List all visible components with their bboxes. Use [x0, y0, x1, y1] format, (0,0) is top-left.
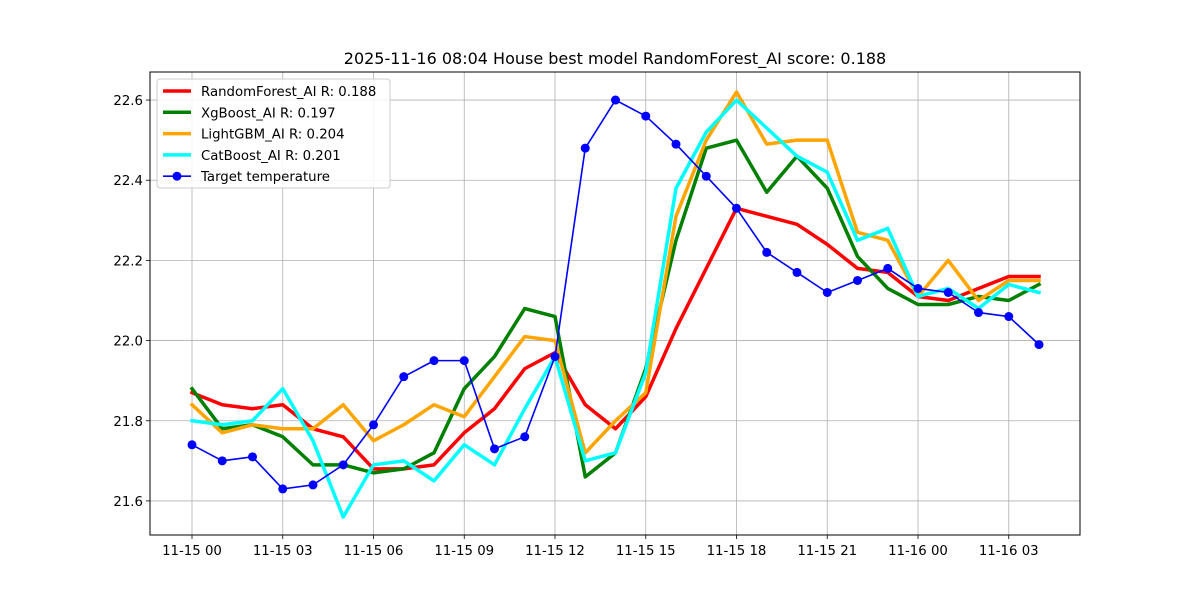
legend-box: [156, 78, 391, 189]
x-tick-label: 11-15 03: [253, 544, 313, 559]
series-2: [189, 90, 1041, 455]
data-point: [369, 420, 378, 430]
data-point: [399, 372, 409, 382]
series-0: [189, 206, 1041, 471]
data-point: [308, 480, 318, 490]
x-tick-label: 11-15 18: [707, 544, 767, 559]
legend-item: Target temperature: [163, 170, 330, 185]
data-point: [429, 356, 439, 366]
y-tick-label: 22.0: [113, 335, 143, 350]
data-point: [1034, 340, 1044, 350]
data-point: [187, 440, 197, 450]
x-tick-label: 11-15 06: [344, 544, 404, 559]
legend-label: XgBoost_AI R: 0.197: [201, 106, 336, 121]
legend-label: CatBoost_AI R: 0.201: [201, 149, 341, 164]
legend-label: LightGBM_AI R: 0.204: [201, 128, 345, 143]
data-point: [520, 432, 530, 442]
series-line: [189, 90, 1041, 455]
legend-item: RandomForest_AI R: 0.188: [163, 85, 376, 100]
data-point: [883, 263, 893, 273]
chart-title: 2025-11-16 08:04 House best model Random…: [344, 49, 886, 69]
series-line: [190, 98, 1042, 519]
x-tick-label: 11-16 00: [888, 544, 948, 559]
data-point: [641, 111, 651, 121]
x-tick-label: 11-15 21: [797, 544, 857, 559]
x-tick-label: 11-15 12: [525, 544, 585, 559]
data-point: [459, 356, 469, 366]
legend-marker: [172, 171, 182, 181]
x-tick-label: 11-15 00: [162, 544, 222, 559]
data-point: [792, 267, 802, 277]
data-point: [701, 171, 711, 181]
data-point: [974, 308, 983, 318]
x-tick-label: 11-15 09: [434, 544, 494, 559]
legend-item: XgBoost_AI R: 0.197: [163, 106, 336, 121]
y-tick-label: 21.6: [113, 495, 143, 510]
data-point: [1004, 312, 1014, 322]
legend-item: CatBoost_AI R: 0.201: [163, 149, 341, 164]
plot-frame: [149, 71, 1081, 536]
data-point: [278, 484, 288, 494]
y-axis: 21.6 21.8 22.0 22.2 22.4 22.6: [113, 94, 150, 510]
data-point: [550, 352, 560, 362]
data-point: [822, 287, 832, 297]
data-point: [611, 95, 620, 105]
legend-label: RandomForest_AI R: 0.188: [201, 85, 376, 100]
legend-item: LightGBM_AI R: 0.204: [163, 128, 345, 143]
data-point: [490, 444, 499, 454]
x-tick-label: 11-15 15: [616, 544, 676, 559]
y-tick-label: 21.8: [113, 415, 143, 430]
series-3: [190, 98, 1042, 519]
y-tick-label: 22.6: [113, 94, 143, 109]
data-point: [580, 143, 590, 153]
series-layer: [187, 90, 1044, 519]
x-tick-label: 11-16 03: [979, 544, 1039, 559]
data-point: [913, 283, 923, 293]
data-point: [732, 203, 741, 213]
x-axis: 11-15 00 11-15 03 11-15 06 11-15 09 11-15 12…: [162, 535, 1039, 559]
legend-label: Target temperature: [200, 170, 330, 185]
data-point: [853, 275, 862, 285]
data-point: [762, 247, 772, 257]
data-point: [217, 456, 227, 466]
legend: RandomForest_AI R: 0.188 XgBoost_AI R: 0.…: [156, 78, 391, 189]
y-tick-label: 22.4: [113, 174, 143, 189]
series-line: [189, 206, 1041, 471]
data-point: [338, 460, 348, 470]
y-tick-label: 22.2: [113, 254, 143, 269]
data-point: [248, 452, 257, 462]
data-point: [671, 139, 681, 149]
data-point: [943, 287, 953, 297]
series-4: [187, 95, 1044, 494]
